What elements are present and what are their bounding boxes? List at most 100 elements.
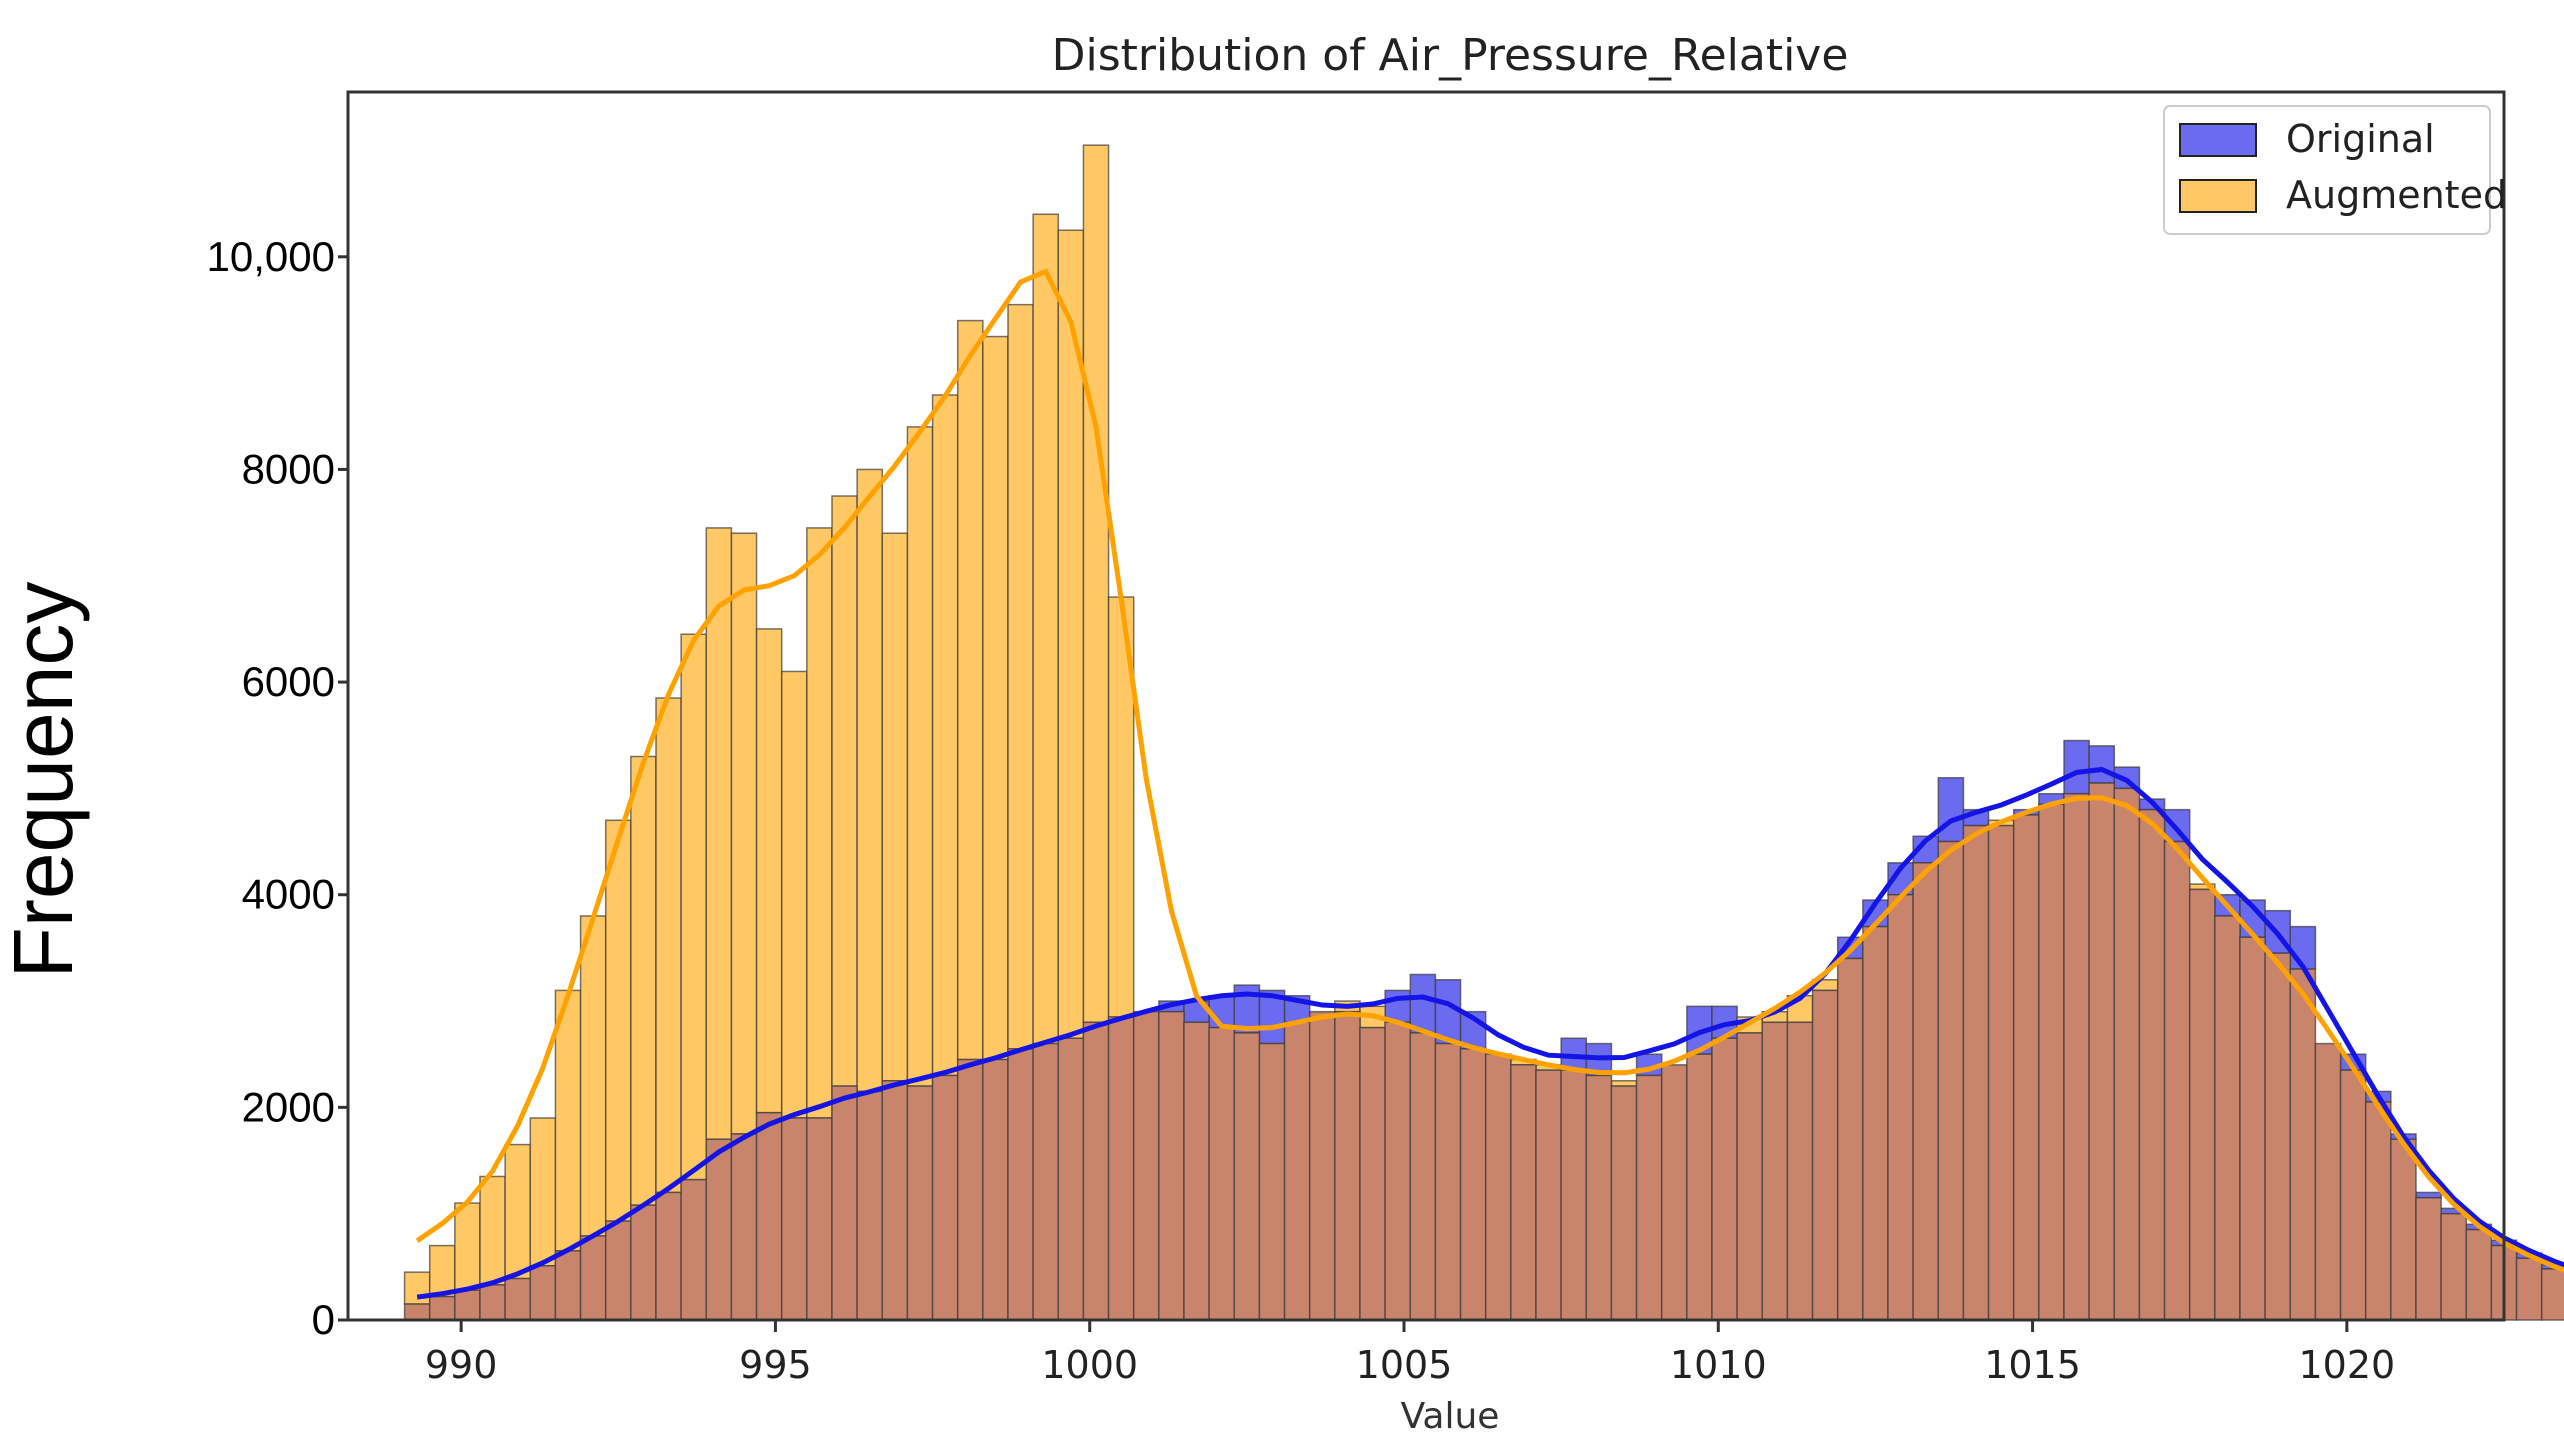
overlap-bar (1158, 1010, 1185, 1321)
y-tick-label: 2000 (242, 1083, 335, 1130)
overlap-bar (2415, 1196, 2442, 1321)
original-bar (1434, 979, 1462, 1045)
overlap-bar (655, 1191, 682, 1321)
augmented-bar (856, 468, 884, 1093)
overlap-bar (1434, 1042, 1462, 1321)
overlap-bar (1635, 1074, 1663, 1321)
overlap-bar (705, 1138, 733, 1321)
overlap-bar (1535, 1069, 1562, 1321)
augmented-bar (403, 1271, 431, 1305)
original-bar (2063, 739, 2090, 795)
y-axis-label: Frequency (0, 582, 90, 979)
overlap-bar (1585, 1074, 1613, 1321)
legend-label-augmented: Augmented (2286, 173, 2507, 217)
plot-frame (346, 90, 2506, 1322)
augmented-bar (931, 394, 959, 1077)
original-bar (2163, 808, 2191, 843)
overlap-bar (1308, 1010, 1336, 1321)
augmented-bar (780, 670, 808, 1119)
x-tick-label: 990 (425, 1343, 498, 1387)
overlap-bar (881, 1080, 909, 1321)
chart-title: Distribution of Air_Pressure_Relative (1052, 30, 1849, 81)
overlap-bar (579, 1235, 607, 1321)
original-kde-line (416, 766, 2564, 1300)
y-tick-label: 10,000 (207, 233, 335, 280)
legend-swatch-original (2179, 123, 2257, 157)
augmented-bar (806, 527, 833, 1119)
augmented-bar (1007, 303, 1034, 1050)
x-tick-label: 1005 (1356, 1343, 1453, 1387)
x-tick-label: 1000 (1041, 1343, 1138, 1387)
augmented-bar (906, 426, 934, 1087)
overlap-bar (680, 1178, 708, 1321)
x-axis-label: Value (1401, 1396, 1500, 1437)
overlap-bar (2214, 915, 2241, 1321)
overlap-bar (403, 1303, 431, 1321)
overlap-bar (1686, 1053, 1713, 1321)
overlap-bar (780, 1117, 808, 1321)
overlap-bar (1786, 1021, 1814, 1321)
y-tick-label: 6000 (242, 658, 335, 705)
overlap-bar (2188, 888, 2216, 1321)
augmented-bar (680, 633, 708, 1181)
overlap-bar (2012, 814, 2040, 1321)
overlap-bar (2515, 1257, 2543, 1321)
augmented-bar (730, 532, 758, 1135)
augmented-bar (504, 1143, 532, 1280)
overlap-bar (1711, 1037, 1738, 1321)
overlap-bar (454, 1289, 481, 1321)
augmented-bar (1032, 213, 1060, 1045)
overlap-bar (806, 1117, 833, 1321)
overlap-bar (2440, 1212, 2468, 1321)
augmented-bar (454, 1202, 481, 1291)
x-axis-ticks: 990 995 1000 1005 1010 1015 1020 (425, 1320, 2395, 1387)
overlap-bar (604, 1220, 632, 1321)
y-tick-label: 4000 (242, 871, 335, 918)
overlap-bar (428, 1295, 456, 1321)
overlap-bar (479, 1284, 506, 1321)
overlap-bar (982, 1058, 1009, 1321)
augmented-bar (956, 319, 984, 1061)
overlap-bar (1510, 1064, 1537, 1321)
overlap-bar (1887, 893, 1914, 1321)
augmented-bar (831, 495, 858, 1087)
x-tick-label: 995 (739, 1343, 812, 1387)
overlap-bar (1962, 824, 1990, 1321)
overlap-bars (403, 782, 2564, 1321)
overlap-bar (1082, 1021, 1110, 1321)
overlap-bar (1811, 989, 1839, 1321)
augmented-bar (428, 1244, 456, 1298)
overlap-bar (2339, 1069, 2367, 1321)
overlap-bar (2113, 787, 2141, 1321)
overlap-bar (1660, 1064, 1688, 1321)
overlap-bar (1233, 1032, 1261, 1321)
overlap-bar (1007, 1048, 1034, 1321)
overlap-bar (2314, 1042, 2342, 1321)
overlap-bar (1359, 1026, 1386, 1321)
overlap-bar (2465, 1228, 2493, 1321)
overlap-bar (2364, 1101, 2392, 1321)
overlap-bar (1610, 1085, 1638, 1321)
overlap-bar (554, 1250, 582, 1321)
overlap-bar (856, 1090, 884, 1321)
y-tick-label: 0 (312, 1296, 335, 1343)
overlap-bar (2540, 1268, 2564, 1321)
overlap-bar (831, 1085, 858, 1321)
overlap-bar (1484, 1053, 1512, 1321)
original-bar (1409, 973, 1437, 1034)
augmented-bar (604, 819, 632, 1222)
augmented-bar (881, 532, 909, 1082)
overlap-bar (2289, 968, 2317, 1321)
overlap-bar (1937, 840, 1965, 1321)
overlap-bar (2163, 840, 2191, 1321)
overlap-bar (1283, 1021, 1311, 1321)
overlap-bar (1384, 1021, 1412, 1321)
augmented-kde-line (415, 268, 2564, 1273)
x-tick-label: 1015 (1984, 1343, 2081, 1387)
legend-swatch-augmented (2179, 179, 2257, 213)
augmented-bar (579, 915, 607, 1237)
overlap-bar (2088, 782, 2116, 1321)
overlap-bar (956, 1058, 984, 1321)
overlap-bar (1912, 862, 1940, 1321)
overlap-bar (1258, 1042, 1286, 1321)
